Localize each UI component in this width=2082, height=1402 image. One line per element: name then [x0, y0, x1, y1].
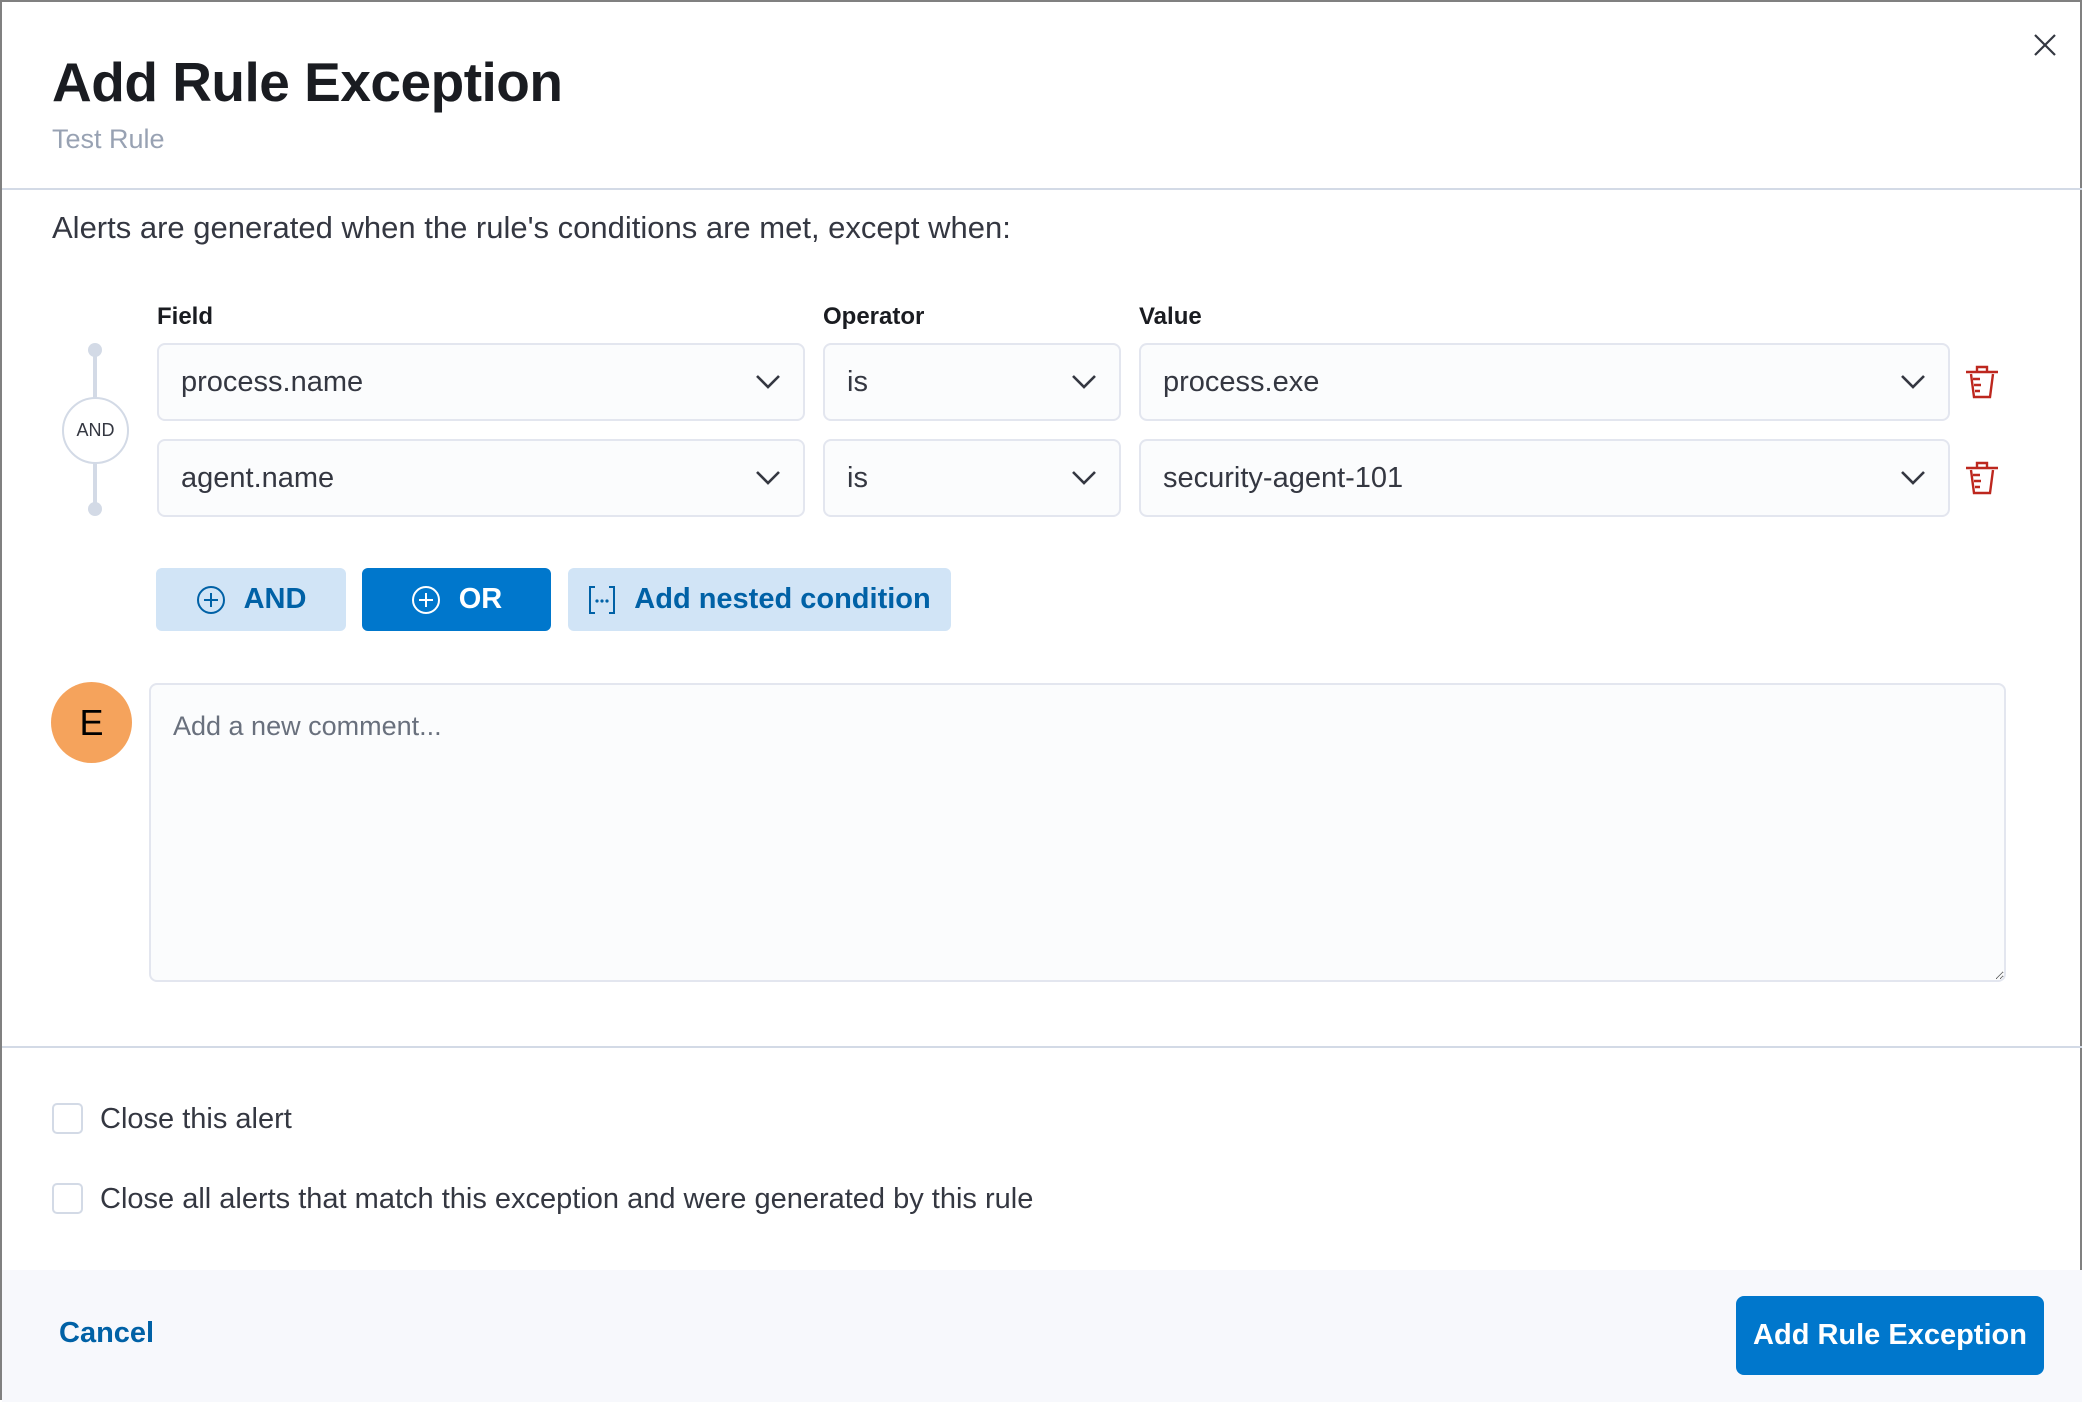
chevron-down-icon	[1072, 375, 1096, 389]
operator-label: Operator	[823, 303, 925, 330]
close-this-alert-checkbox[interactable]	[52, 1103, 83, 1134]
trash-icon[interactable]	[1966, 461, 1998, 495]
plus-circle-icon	[411, 585, 440, 614]
add-rule-exception-button[interactable]: Add Rule Exception	[1736, 1296, 2044, 1375]
operator-select[interactable]: is	[823, 343, 1121, 421]
field-value: process.name	[181, 365, 364, 398]
close-all-alerts-checkbox[interactable]	[52, 1183, 83, 1214]
chevron-down-icon	[756, 471, 780, 485]
plus-circle-icon	[196, 585, 225, 614]
value-value: process.exe	[1163, 365, 1320, 398]
chevron-down-icon	[1901, 375, 1925, 389]
close-icon[interactable]	[2032, 32, 2058, 58]
value-select[interactable]: process.exe	[1139, 343, 1950, 421]
line-end-dot	[88, 502, 102, 516]
add-or-label: OR	[458, 583, 503, 615]
avatar: E	[51, 682, 132, 763]
add-or-button[interactable]: OR	[362, 568, 551, 631]
chevron-down-icon	[756, 375, 780, 389]
close-this-alert-label[interactable]: Close this alert	[100, 1103, 292, 1135]
chevron-down-icon	[1072, 471, 1096, 485]
add-nested-condition-button[interactable]: Add nested condition	[568, 568, 951, 631]
operator-value: is	[847, 365, 868, 398]
trash-icon[interactable]	[1966, 365, 1998, 399]
field-label: Field	[157, 303, 214, 330]
field-select[interactable]: process.name	[157, 343, 805, 421]
and-badge: AND	[62, 397, 129, 464]
close-all-alerts-label[interactable]: Close all alerts that match this excepti…	[100, 1183, 1034, 1215]
header-divider	[2, 188, 2082, 190]
field-value: agent.name	[181, 461, 335, 494]
cancel-button[interactable]: Cancel	[59, 1317, 155, 1349]
add-and-label: AND	[243, 583, 307, 615]
add-nested-label: Add nested condition	[634, 583, 931, 615]
intro-text: Alerts are generated when the rule's con…	[52, 210, 1011, 245]
line-start-dot	[88, 343, 102, 357]
body-divider	[2, 1046, 2082, 1048]
rule-name: Test Rule	[52, 124, 165, 154]
modal-title: Add Rule Exception	[52, 51, 563, 113]
value-value: security-agent-101	[1163, 461, 1404, 494]
chevron-down-icon	[1901, 471, 1925, 485]
field-select[interactable]: agent.name	[157, 439, 805, 517]
value-label: Value	[1139, 303, 1202, 330]
modal-footer	[2, 1270, 2082, 1402]
operator-select[interactable]: is	[823, 439, 1121, 517]
add-and-button[interactable]: AND	[156, 568, 346, 631]
nested-brackets-icon	[589, 585, 616, 614]
value-select[interactable]: security-agent-101	[1139, 439, 1950, 517]
operator-value: is	[847, 461, 868, 494]
comment-input[interactable]	[149, 683, 2006, 982]
